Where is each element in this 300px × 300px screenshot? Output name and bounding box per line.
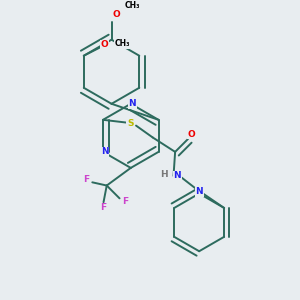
Text: N: N: [101, 147, 108, 156]
Text: N: N: [174, 171, 181, 180]
Text: O: O: [101, 40, 109, 49]
Text: S: S: [127, 118, 134, 127]
Text: N: N: [129, 99, 136, 108]
Text: CH₃: CH₃: [124, 1, 140, 10]
Text: O: O: [188, 130, 196, 139]
Text: CH₃: CH₃: [115, 39, 130, 48]
Text: F: F: [83, 175, 90, 184]
Text: N: N: [195, 187, 203, 196]
Text: F: F: [100, 203, 106, 212]
Text: H: H: [160, 170, 168, 179]
Text: F: F: [122, 197, 128, 206]
Text: O: O: [112, 10, 120, 19]
